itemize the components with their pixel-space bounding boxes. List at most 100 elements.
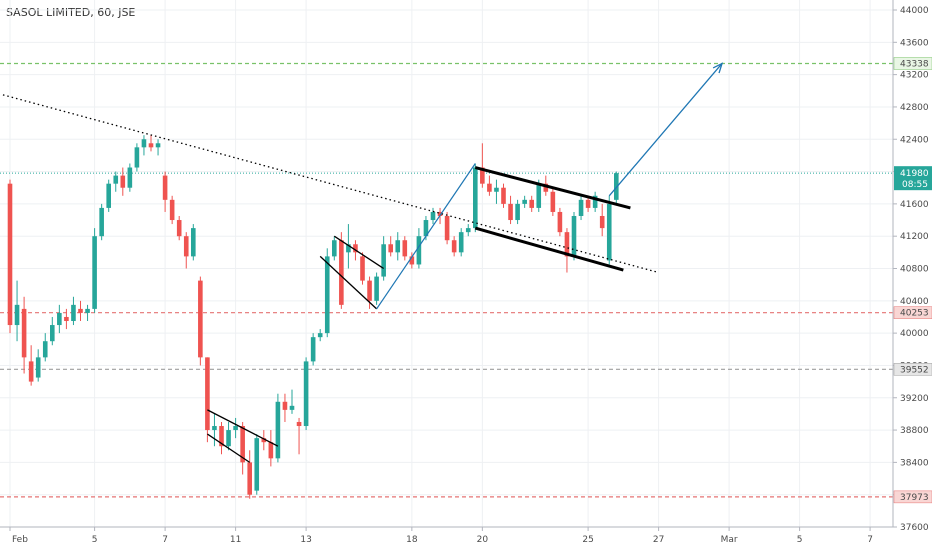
candle-body — [35, 357, 41, 378]
channel-lower-line — [474, 226, 624, 272]
candle-body — [42, 341, 48, 358]
candle-body — [198, 280, 203, 358]
time-tick-label: 5 — [797, 535, 803, 545]
level-tag-label: 39552 — [900, 365, 929, 375]
candle-body — [367, 280, 372, 301]
time-tick-label: 13 — [300, 535, 311, 545]
candle-body — [71, 304, 76, 322]
candle-body — [212, 426, 217, 431]
candle-body — [564, 232, 570, 257]
price-axis-background — [894, 0, 932, 550]
flag-lower-line — [207, 433, 251, 463]
candle-body — [444, 215, 450, 241]
price-tick-label: 39200 — [900, 394, 929, 404]
candle-body — [120, 175, 126, 188]
candle-body — [416, 236, 422, 265]
time-tick-label: Feb — [12, 535, 28, 545]
candle-body — [339, 240, 344, 305]
flag-upper-line — [333, 235, 385, 270]
candle-body — [219, 426, 224, 447]
candle-body — [353, 244, 358, 253]
level-tag — [893, 490, 932, 504]
candle-body — [99, 207, 104, 237]
price-tick-label: 44000 — [900, 6, 929, 16]
candle-body — [134, 147, 140, 168]
time-tick-label: 20 — [477, 535, 489, 545]
time-tick-label: 11 — [230, 535, 241, 545]
candle-body — [303, 361, 309, 427]
candle-body — [183, 236, 189, 257]
candle-body — [494, 187, 499, 192]
candle-body — [599, 215, 605, 229]
channel-upper-line — [474, 166, 631, 210]
price-tick-label: 38800 — [900, 426, 929, 436]
candle-body — [191, 228, 196, 257]
candle-body — [261, 438, 267, 443]
candle-body — [155, 143, 161, 148]
candle-body — [176, 220, 182, 237]
candle-body — [374, 276, 379, 301]
price-tick-label: 38400 — [900, 458, 929, 468]
candle-body — [592, 195, 598, 208]
candle-body — [289, 405, 295, 410]
candle-body — [240, 426, 245, 463]
candle-body — [14, 304, 20, 326]
chart-title: SASOL LIMITED, 60, JSE — [6, 6, 136, 19]
candle-body — [451, 240, 457, 253]
candle-body — [473, 167, 478, 229]
candle-body — [606, 203, 612, 261]
candle-body — [480, 167, 485, 184]
candle-body — [226, 430, 231, 447]
price-tick-label: 41200 — [900, 232, 929, 242]
candle-body — [247, 462, 252, 495]
candle-body — [275, 401, 281, 459]
candle-body — [614, 173, 619, 200]
candle-body — [381, 244, 386, 277]
candle-body — [585, 199, 591, 208]
candle-body — [310, 337, 316, 362]
price-tick-label: 40800 — [900, 265, 929, 275]
candle-body — [543, 183, 549, 192]
candle-body — [141, 139, 147, 148]
candle-body — [395, 240, 401, 253]
time-tick-label: 7 — [867, 535, 873, 545]
time-tick-label: 18 — [406, 535, 418, 545]
current-price-label: 41980 — [900, 169, 929, 179]
time-tick-label: 25 — [582, 535, 593, 545]
candle-body — [346, 244, 351, 253]
price-tick-label: 43200 — [900, 71, 929, 81]
price-tick-label: 40000 — [900, 329, 929, 339]
candle-body — [106, 183, 111, 208]
time-tick-label: Mar — [721, 535, 738, 545]
candle-body — [162, 175, 168, 200]
candle-body — [85, 308, 90, 313]
candle-body — [437, 211, 443, 216]
candle-body — [324, 256, 330, 334]
price-tick-label: 42400 — [900, 135, 929, 145]
candle-body — [487, 183, 492, 192]
price-tick-label: 37600 — [900, 523, 929, 533]
candle-body — [317, 333, 323, 338]
price-tick-label: 41600 — [900, 200, 929, 210]
candle-body — [529, 199, 534, 208]
dotted-trendline — [2, 94, 659, 274]
time-tick-label: 27 — [653, 535, 664, 545]
candle-body — [205, 357, 210, 431]
candle-body — [113, 175, 119, 184]
candle-body — [515, 203, 520, 221]
candle-body — [522, 199, 527, 204]
candle-body — [536, 183, 542, 208]
candle-body — [233, 426, 238, 431]
candle-body — [282, 401, 288, 410]
candle-body — [28, 361, 34, 382]
candle-body — [50, 325, 55, 342]
candle-body — [388, 244, 393, 253]
flag-upper-line — [207, 409, 279, 447]
candle-body — [169, 199, 175, 221]
candle-body — [409, 256, 415, 265]
candle-body — [501, 187, 506, 204]
candle-body — [21, 308, 27, 358]
level-tag — [893, 306, 932, 319]
candle-body — [7, 183, 13, 326]
